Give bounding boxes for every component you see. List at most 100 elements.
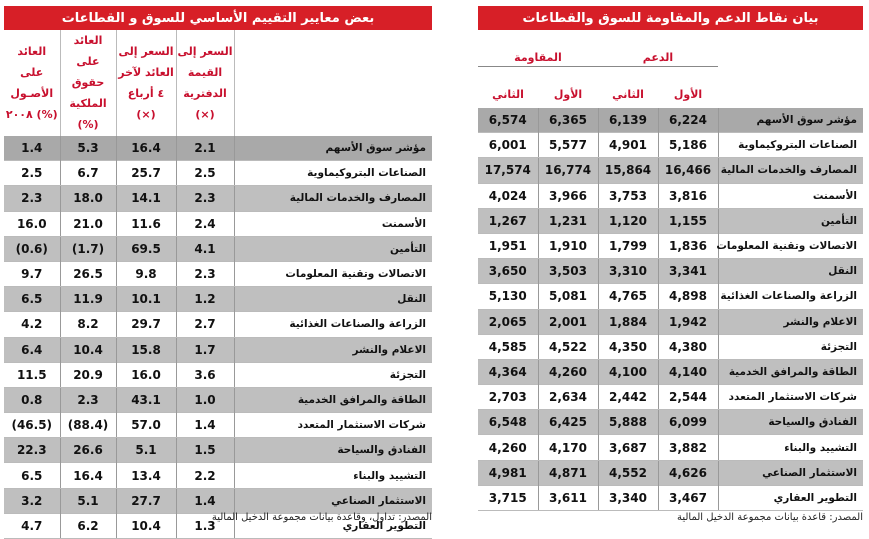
sector-label: التأمين	[717, 207, 863, 234]
sector-label: الزراعة والصناعات الغذائية	[717, 283, 863, 310]
value-cell: 6,425	[537, 409, 598, 435]
value-cell: 1.4	[4, 134, 60, 161]
value-cell: 9.8	[115, 260, 176, 288]
value-cell: (1.7)	[59, 235, 116, 262]
value-cell: 1.2	[175, 286, 234, 312]
value-cell: 4,380	[657, 333, 718, 360]
value-cell: 21.0	[59, 210, 116, 237]
sector-label: مؤشر سوق الأسهم	[717, 106, 863, 133]
value-cell: 16.0	[4, 210, 60, 237]
value-cell: 5.1	[59, 487, 116, 514]
header-roe: العائد على حقوق الملكية (%)	[59, 30, 116, 136]
header-resistance-first: الأول	[553, 88, 583, 101]
value-cell: 69.5	[115, 235, 176, 262]
value-cell: 16,774	[537, 157, 598, 184]
value-cell: 2,442	[597, 384, 658, 411]
table-row: 6.5 16.4 13.4 2.2 التشييد والبناء	[4, 462, 432, 489]
value-cell: 8.2	[59, 311, 116, 338]
value-cell: 11.6	[115, 210, 176, 237]
value-cell: 1,231	[537, 207, 598, 234]
sector-label: التأمين	[233, 235, 432, 262]
value-cell: 17,574	[478, 157, 538, 184]
header-support-first: الأول	[673, 88, 703, 101]
table-row: (46.5) (88.4) 57.0 1.4 شركات الاستثمار المتع…	[4, 412, 432, 439]
value-cell: 5.3	[59, 134, 116, 161]
table-row: 1,267 1,231 1,120 1,155 التأمين	[478, 207, 863, 234]
value-cell: 6,365	[537, 106, 598, 133]
valuation-source: المصدر: تداول، وقاعدة بيانات مجموعة الدخ…	[211, 512, 432, 523]
value-cell: 1,884	[597, 308, 658, 335]
value-cell: 3,715	[478, 484, 538, 512]
value-cell: 2.3	[59, 386, 116, 413]
value-cell: 6,001	[478, 132, 538, 159]
value-cell: 4,024	[478, 182, 538, 209]
value-cell: 11.5	[4, 361, 60, 388]
value-cell: 4,100	[597, 358, 658, 385]
value-cell: 6.5	[4, 286, 60, 312]
sector-label: الصناعات البتروكيماوية	[717, 132, 863, 159]
table-row: 4,260 4,170 3,687 3,882 التشييد والبناء	[478, 434, 863, 461]
value-cell: 2.7	[175, 311, 234, 338]
value-cell: 4,765	[597, 283, 658, 310]
value-cell: 6,224	[657, 106, 718, 133]
header-sector-blank	[718, 67, 863, 108]
value-cell: 2,065	[478, 308, 538, 335]
sector-label: الاتصالات وتقنية المعلومات	[716, 232, 863, 260]
value-cell: 5,186	[657, 132, 718, 159]
value-cell: 3,310	[597, 258, 658, 284]
table-row: 16.0 21.0 11.6 2.4 الأسمنت	[4, 210, 432, 237]
value-cell: 3,816	[657, 182, 718, 209]
value-cell: 27.7	[115, 487, 176, 514]
value-cell: 6.7	[59, 160, 116, 187]
header-roa: العائد على الأصـول ٢٠٠٨ (%)	[5, 44, 58, 121]
value-cell: 22.3	[4, 437, 60, 463]
table-row: 6,548 6,425 5,888 6,099 الفنادق والسياحة	[478, 409, 863, 435]
value-cell: 4,981	[478, 459, 538, 486]
value-cell: 3,882	[657, 434, 718, 461]
value-cell: 4.1	[175, 235, 234, 262]
value-cell: 4,626	[657, 459, 718, 486]
value-cell: 10.4	[115, 512, 176, 539]
value-cell: 11.9	[59, 286, 116, 312]
sector-label: شركات الاستثمار المتعدد	[717, 384, 863, 411]
sector-label: المصارف والخدمات المالية	[717, 157, 863, 184]
value-cell: 1.5	[175, 437, 234, 463]
value-cell: 1,155	[657, 207, 718, 234]
value-cell: 3,340	[597, 484, 658, 512]
support-resistance-title: بيان نقاط الدعم والمقاومة للسوق والقطاعا…	[478, 6, 863, 30]
value-cell: 5,081	[537, 283, 598, 310]
value-cell: 3.6	[175, 361, 234, 388]
value-cell: 16,466	[657, 157, 718, 184]
sector-label: الزراعة والصناعات الغذائية	[233, 311, 432, 338]
table-row: 2,065 2,001 1,884 1,942 الاعلام والنشر	[478, 308, 863, 335]
sector-label: التجزئة	[233, 361, 432, 388]
value-cell: 3,650	[478, 258, 538, 284]
table-row: 6.4 10.4 15.8 1.7 الاعلام والنشر	[4, 336, 432, 363]
table-row: 0.8 2.3 43.1 1.0 الطاقة والمرافق الخدمية	[4, 386, 432, 413]
sector-label: الأسمنت	[233, 210, 432, 237]
value-cell: 4,260	[537, 358, 598, 385]
table-row: 11.5 20.9 16.0 3.6 التجزئة	[4, 361, 432, 388]
table-row: 4,585 4,522 4,350 4,380 التجزئة	[478, 333, 863, 360]
value-cell: 6,099	[657, 409, 718, 435]
value-cell: 9.7	[4, 260, 60, 288]
table-row: 4,024 3,966 3,753 3,816 الأسمنت	[478, 182, 863, 209]
table-row: 3.2 5.1 27.7 1.4 الاستثمار الصناعي	[4, 487, 432, 514]
value-cell: (88.4)	[59, 412, 116, 439]
value-cell: 3,341	[657, 258, 718, 284]
value-cell: 3,966	[537, 182, 598, 209]
sector-label: الصناعات البتروكيماوية	[233, 160, 432, 187]
value-cell: 4,901	[597, 132, 658, 159]
value-cell: 2.3	[175, 185, 234, 212]
sector-label: الفنادق والسياحة	[717, 409, 863, 435]
value-cell: 43.1	[115, 386, 176, 413]
sector-label: مؤشر سوق الأسهم	[233, 134, 432, 161]
value-cell: 4.7	[4, 512, 60, 539]
sector-label: الطاقة والمرافق الخدمية	[717, 358, 863, 385]
value-cell: 1,267	[478, 207, 538, 234]
table-row: 17,574 16,774 15,864 16,466 المصارف والخدمات…	[478, 157, 863, 184]
value-cell: 2.1	[175, 134, 234, 161]
value-cell: 13.4	[115, 462, 176, 489]
table-row: 3,650 3,503 3,310 3,341 النقل	[478, 258, 863, 284]
value-cell: 2,634	[537, 384, 598, 411]
